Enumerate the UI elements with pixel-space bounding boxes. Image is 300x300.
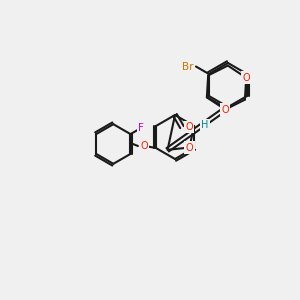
Text: O: O: [221, 104, 229, 115]
Text: F: F: [138, 123, 144, 133]
Text: H: H: [201, 120, 208, 130]
Text: O: O: [185, 122, 193, 132]
Text: O: O: [186, 142, 193, 152]
Text: O: O: [140, 141, 148, 151]
Text: O: O: [242, 73, 250, 83]
Text: Br: Br: [182, 61, 194, 71]
